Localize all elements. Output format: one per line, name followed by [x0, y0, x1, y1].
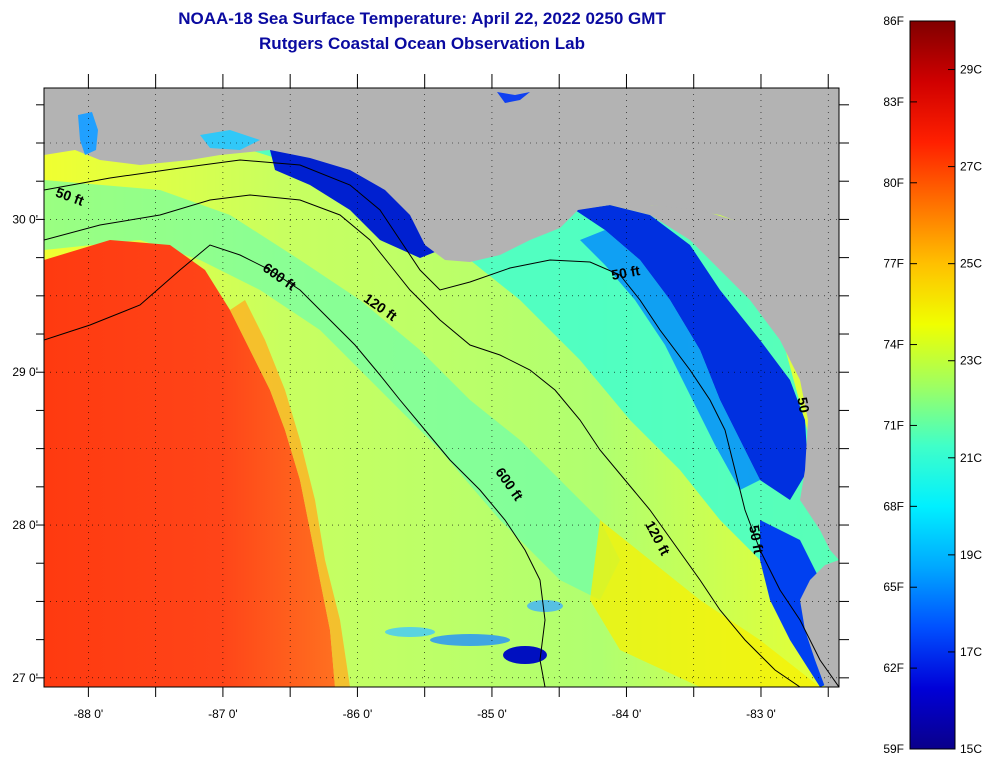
map-panel — [44, 88, 839, 687]
contour-label: 50 ft — [610, 262, 641, 283]
map-title: NOAA-18 Sea Surface Temperature: April 2… — [178, 9, 666, 28]
cbar-c-label: 17C — [960, 645, 982, 659]
cold-patch-4 — [527, 600, 563, 612]
cbar-c-label: 29C — [960, 63, 982, 77]
graticule — [36, 74, 849, 697]
lon-tick-label: -88 0' — [74, 707, 104, 721]
cold-patch-2 — [430, 634, 510, 646]
map-subtitle: Rutgers Coastal Ocean Observation Lab — [259, 34, 585, 53]
warm-offshore-water — [44, 240, 335, 687]
mobile-bay-water — [78, 112, 98, 155]
lat-tick-label: 28 0' — [12, 518, 38, 532]
cbar-f-label: 59F — [883, 742, 904, 756]
contour-50ft-north — [44, 159, 839, 687]
cold-patch-3 — [385, 627, 435, 637]
cbar-c-label: 27C — [960, 160, 982, 174]
lat-tick-label: 30 0' — [12, 212, 38, 226]
lon-tick-label: -83 0' — [746, 707, 776, 721]
lon-tick-label: -87 0' — [208, 707, 238, 721]
colorbar-fahrenheit-labels: 86F 83F 80F 77F 74F 71F 68F 65F 62F 59F — [883, 14, 917, 756]
cbar-c-label: 19C — [960, 548, 982, 562]
colorbar: 86F 83F 80F 77F 74F 71F 68F 65F 62F 59F 29C 27C 25C… — [883, 14, 982, 756]
lon-tick-label: -86 0' — [343, 707, 373, 721]
inland-lake — [497, 92, 530, 103]
cbar-c-label: 21C — [960, 451, 982, 465]
cold-band-east-outer — [580, 230, 760, 490]
cbar-f-label: 77F — [883, 257, 904, 271]
map-frame — [43, 87, 840, 688]
contour-label: 50 — [794, 396, 812, 414]
choctaw-bay-water — [200, 130, 260, 150]
cbar-c-label: 23C — [960, 354, 982, 368]
lon-tick-label: -85 0' — [477, 707, 507, 721]
colorbar-ramp — [909, 20, 956, 750]
depth-contours — [44, 159, 839, 687]
cold-band-panhandle — [270, 150, 440, 258]
lon-tick-label: -84 0' — [612, 707, 642, 721]
contour-label: 50 ft — [746, 524, 767, 555]
axis-labels: -88 0' -87 0' -86 0' -85 0' -84 0' -83 0' 30 0… — [12, 212, 775, 721]
contour-600ft — [44, 244, 546, 687]
contour-120ft — [44, 194, 801, 687]
cbar-f-label: 83F — [883, 95, 904, 109]
cold-patch-1 — [503, 646, 547, 664]
cbar-f-label: 86F — [883, 14, 904, 28]
colorbar-celsius-labels: 29C 27C 25C 23C 21C 19C 17C 15C — [948, 63, 982, 756]
land-peninsula — [610, 205, 839, 560]
land-north — [44, 88, 839, 262]
cbar-f-label: 68F — [883, 499, 904, 513]
cbar-f-label: 71F — [883, 418, 904, 432]
cbar-c-label: 15C — [960, 742, 982, 756]
cbar-f-label: 65F — [883, 580, 904, 594]
yellow-shelf-south — [590, 520, 820, 687]
lat-tick-label: 29 0' — [12, 365, 38, 379]
cyan-shelf-mid — [44, 180, 620, 600]
warm-edge-orange — [230, 300, 350, 687]
land-tampa — [800, 560, 839, 687]
cbar-f-label: 74F — [883, 338, 904, 352]
lat-tick-label: 27 0' — [12, 671, 38, 685]
cbar-c-label: 25C — [960, 257, 982, 271]
cold-band-east — [575, 205, 808, 500]
cbar-f-label: 62F — [883, 661, 904, 675]
cbar-f-label: 80F — [883, 176, 904, 190]
